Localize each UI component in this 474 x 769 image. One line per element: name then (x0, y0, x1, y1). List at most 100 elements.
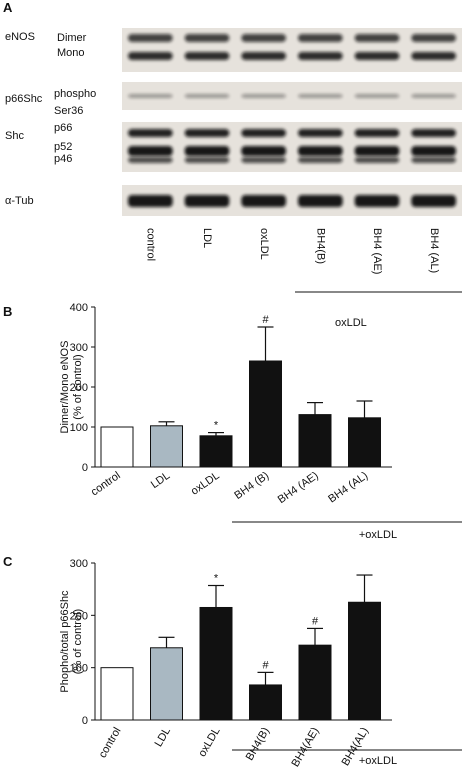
blot-background (122, 82, 462, 110)
blot-band (184, 94, 230, 98)
blot-band (298, 52, 343, 60)
x-tick-label: LDL (153, 726, 173, 749)
blot-band (128, 52, 173, 60)
x-tick-label: control (89, 470, 123, 499)
bar (348, 601, 381, 721)
lane-label: BH4 (AL) (428, 228, 440, 273)
blot-band (184, 146, 230, 156)
bar (199, 606, 233, 721)
y-tick-label: 200 (70, 610, 88, 622)
blot-row-label: α-Tub (5, 195, 34, 207)
blot-band (241, 157, 286, 163)
lane-label: control (144, 228, 156, 261)
blot-background (122, 122, 462, 172)
blot-band (128, 129, 173, 137)
blot-band (128, 94, 173, 98)
note: oxLDL (335, 317, 367, 329)
blot-band (354, 129, 400, 137)
x-tick-label: BH4(B) (244, 726, 272, 763)
blot-band (354, 146, 400, 156)
blot-band (411, 34, 456, 42)
x-tick-label: BH4 (B) (232, 470, 271, 502)
y-tick-label: 400 (70, 302, 88, 314)
blot-band (128, 157, 173, 163)
lane-label: BH4 (AE) (371, 228, 383, 274)
blot-band (241, 129, 286, 137)
group-label: +oxLDL (359, 755, 397, 767)
blot-band (241, 195, 286, 207)
blot-band (354, 52, 400, 60)
blot-band (298, 94, 343, 98)
y-tick-label: 300 (70, 342, 88, 354)
bar (199, 435, 233, 468)
bar (249, 684, 282, 721)
bar (100, 426, 134, 468)
blot-band (128, 34, 173, 42)
blot-row-label: eNOS (5, 31, 35, 43)
blot-band (241, 94, 286, 98)
blot-band (128, 146, 173, 156)
panel-label: B (3, 304, 12, 319)
x-tick-label: oxLDL (189, 470, 222, 498)
blot-band (354, 34, 400, 42)
y-tick-label: 100 (70, 422, 88, 434)
blot-band (411, 94, 456, 98)
band-label: Dimer (57, 32, 87, 44)
bar (150, 425, 183, 468)
y-tick-label: 200 (70, 382, 88, 394)
annotation: # (312, 615, 319, 627)
blot-band (354, 157, 400, 163)
x-tick-label: BH4 (AL) (326, 470, 370, 506)
annotation: # (262, 314, 269, 326)
panel-label: A (3, 0, 13, 15)
band-label: Ser36 (54, 105, 83, 117)
y-tick-label: 300 (70, 558, 88, 570)
band-label: phospho (54, 88, 96, 100)
blot-band (298, 34, 343, 42)
blot-band (298, 157, 343, 163)
x-tick-label: control (97, 726, 124, 761)
bar (348, 417, 381, 468)
x-tick-label: BH4 (AE) (276, 470, 321, 506)
blot-band (411, 146, 456, 156)
blot-band (411, 195, 456, 207)
blot-band (298, 146, 343, 156)
y-axis-label: (% of control) (72, 609, 84, 674)
blot-band (298, 195, 343, 207)
blot-band (354, 195, 400, 207)
y-axis-label: Dimer/Mono eNOS (59, 341, 71, 434)
y-tick-label: 0 (82, 715, 88, 727)
band-label: p52 (54, 141, 72, 153)
lane-label: oxLDL (258, 228, 270, 260)
x-tick-label: BH4(AE) (290, 726, 322, 769)
blot-row-label: p66Shc (5, 93, 43, 105)
y-tick-label: 100 (70, 663, 88, 675)
annotation: * (214, 420, 219, 432)
blot-background (122, 185, 462, 216)
band-label: p46 (54, 153, 72, 165)
blot-band (241, 34, 286, 42)
blot-band (184, 52, 230, 60)
blot-band (184, 157, 230, 163)
blot-band (411, 52, 456, 60)
blot-band (411, 129, 456, 137)
blot-band (128, 195, 173, 207)
blot-band (184, 34, 230, 42)
y-axis-label: Phopho/total p66Shc (59, 590, 71, 693)
bar (100, 667, 134, 721)
x-tick-label: LDL (149, 470, 172, 491)
panel-label: C (3, 554, 13, 569)
lane-label: LDL (201, 228, 213, 248)
bar (150, 647, 183, 721)
blot-band (184, 129, 230, 137)
blot-row-label: Shc (5, 130, 24, 142)
blot-band (354, 94, 400, 98)
lane-label: BH4(B) (314, 228, 326, 264)
blot-band (184, 195, 230, 207)
y-tick-label: 0 (82, 462, 88, 474)
bar (249, 360, 282, 468)
blot-band (298, 129, 343, 137)
band-label: p66 (54, 122, 72, 134)
blot-band (241, 52, 286, 60)
